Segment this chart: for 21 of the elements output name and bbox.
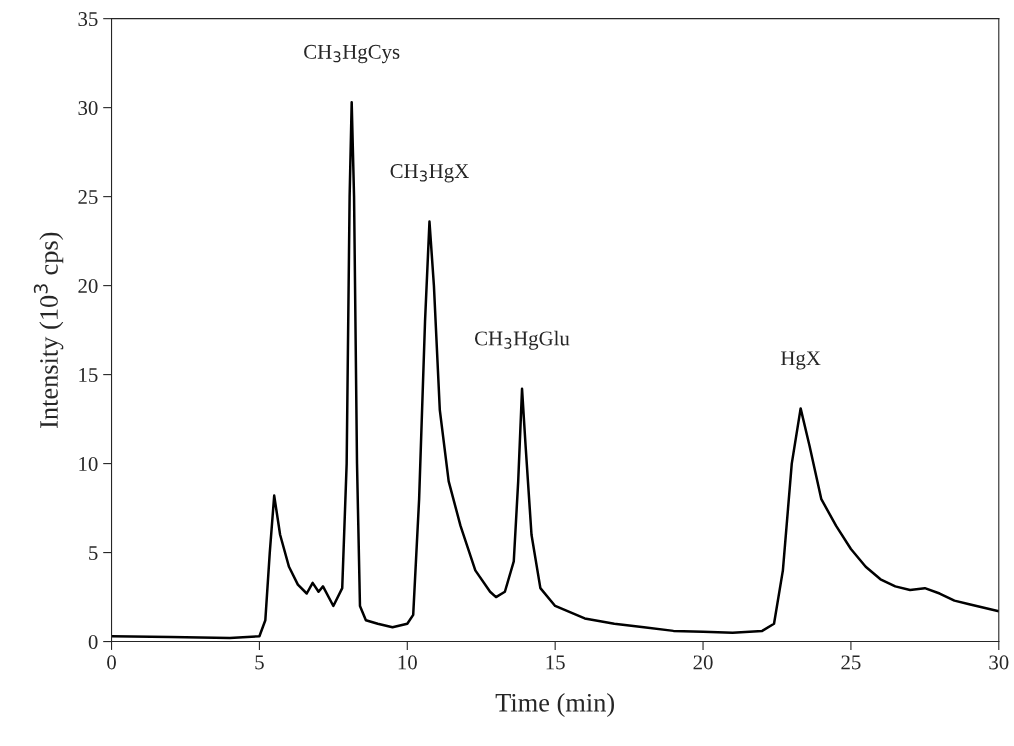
- annotation: HgX: [780, 351, 821, 370]
- y-axis-title: Intensity (10$^{3}$ cps): [33, 232, 64, 428]
- y-tick-label: 25: [78, 190, 98, 205]
- annotation: CH$_{3}$HgCys: [304, 44, 400, 64]
- y-tick-label: 30: [78, 101, 98, 116]
- x-tick-label: 20: [693, 655, 713, 670]
- x-tick-label: 10: [398, 655, 417, 670]
- y-tick-label: 15: [79, 368, 98, 383]
- x-tick-label: 5: [255, 655, 264, 670]
- x-tick-label: 15: [546, 655, 565, 670]
- x-tick-label: 30: [989, 655, 1009, 670]
- annotation: CH$_{3}$HgGlu: [474, 330, 570, 350]
- y-tick-label: 20: [78, 278, 98, 294]
- y-tick-label: 35: [78, 12, 98, 27]
- x-tick-label: 0: [107, 655, 116, 670]
- x-axis-title: Time (min): [495, 693, 614, 718]
- y-tick-label: 5: [89, 546, 98, 561]
- annotation: CH$_{3}$HgX: [390, 164, 469, 183]
- y-tick-label: 0: [88, 634, 98, 649]
- x-tick-label: 25: [841, 655, 861, 670]
- y-tick-label: 10: [79, 456, 98, 472]
